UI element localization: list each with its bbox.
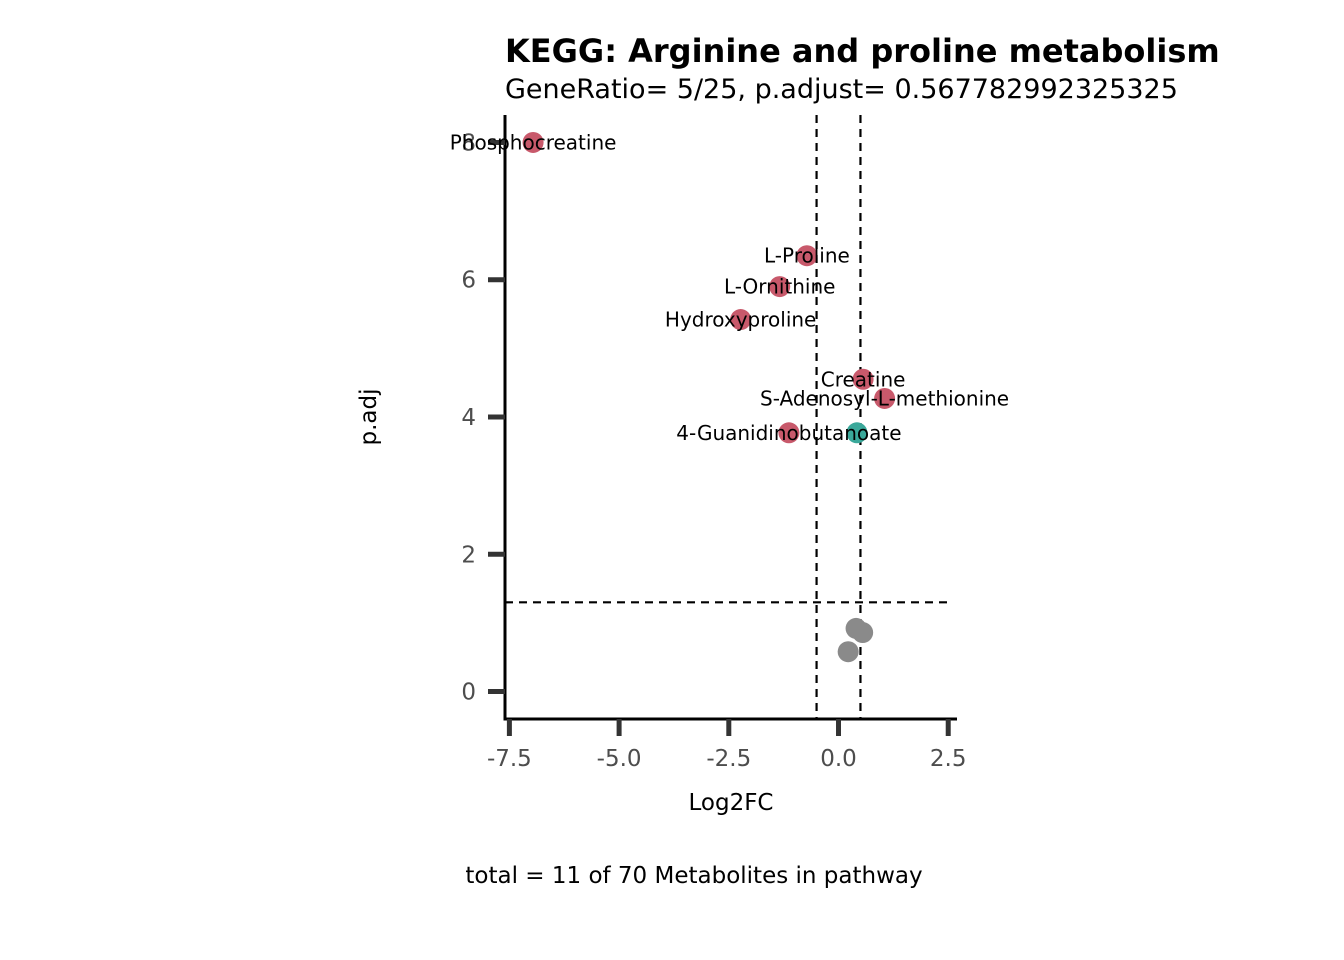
point-label: L-Ornithine: [724, 275, 835, 299]
data-point: [874, 387, 896, 409]
data-point: [769, 276, 791, 298]
point-label: 4-Guanidinobutanoate: [676, 421, 901, 445]
data-point: [796, 245, 818, 267]
point-label: S-Adenosyl-L-methionine: [760, 386, 1009, 410]
data-point: [522, 131, 544, 153]
x-tick-label: -7.5: [487, 746, 532, 772]
data-point: [852, 368, 874, 390]
x-tick-label: 0.0: [820, 746, 857, 772]
y-tick-label: 8: [461, 130, 476, 156]
chart-caption: total = 11 of 70 Metabolites in pathway: [465, 863, 922, 889]
y-tick-label: 4: [461, 405, 476, 431]
point-label: Creatine: [821, 367, 906, 391]
y-axis-title: p.adj: [356, 389, 382, 446]
y-tick-label: 0: [461, 680, 476, 706]
data-point: [778, 422, 800, 444]
point-label: L-Proline: [764, 244, 850, 268]
x-tick-label: -2.5: [706, 746, 751, 772]
chart-title: KEGG: Arginine and proline metabolism: [505, 32, 1220, 70]
x-axis-title: Log2FC: [688, 790, 773, 816]
point-label: Hydroxyproline: [665, 308, 816, 332]
y-tick-label: 6: [461, 268, 476, 294]
x-tick-label: -5.0: [597, 746, 642, 772]
chart-subtitle: GeneRatio= 5/25, p.adjust= 0.56778299232…: [505, 74, 1178, 105]
point-label: Phosphocreatine: [450, 130, 617, 154]
data-point: [837, 641, 859, 663]
data-point: [852, 622, 874, 644]
data-point: [730, 309, 752, 331]
y-tick-label: 2: [461, 542, 476, 568]
data-point: [846, 422, 868, 444]
x-tick-label: 2.5: [930, 746, 967, 772]
